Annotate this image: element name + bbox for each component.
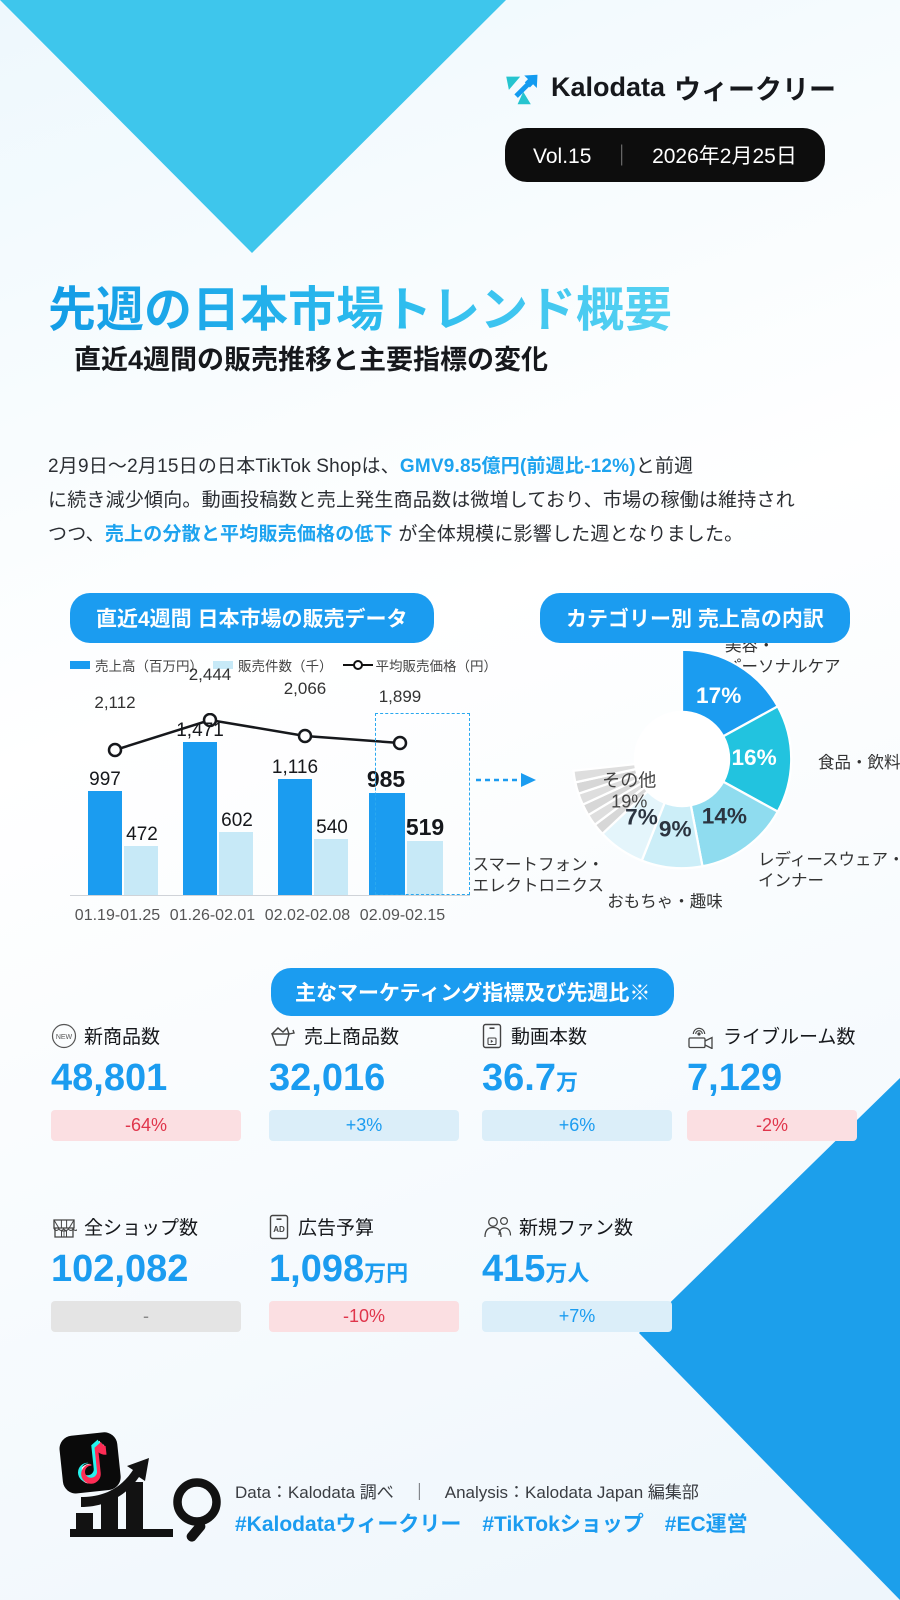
svg-text:その他: その他 xyxy=(602,770,656,790)
svg-text:AD: AD xyxy=(273,1225,285,1234)
svg-text:14%: 14% xyxy=(702,803,747,828)
svg-text:17%: 17% xyxy=(696,683,741,708)
svg-text:16%: 16% xyxy=(731,745,776,770)
svg-text:9%: 9% xyxy=(659,817,692,842)
svg-text:NEW: NEW xyxy=(56,1034,73,1041)
svg-text:19%: 19% xyxy=(611,792,647,812)
